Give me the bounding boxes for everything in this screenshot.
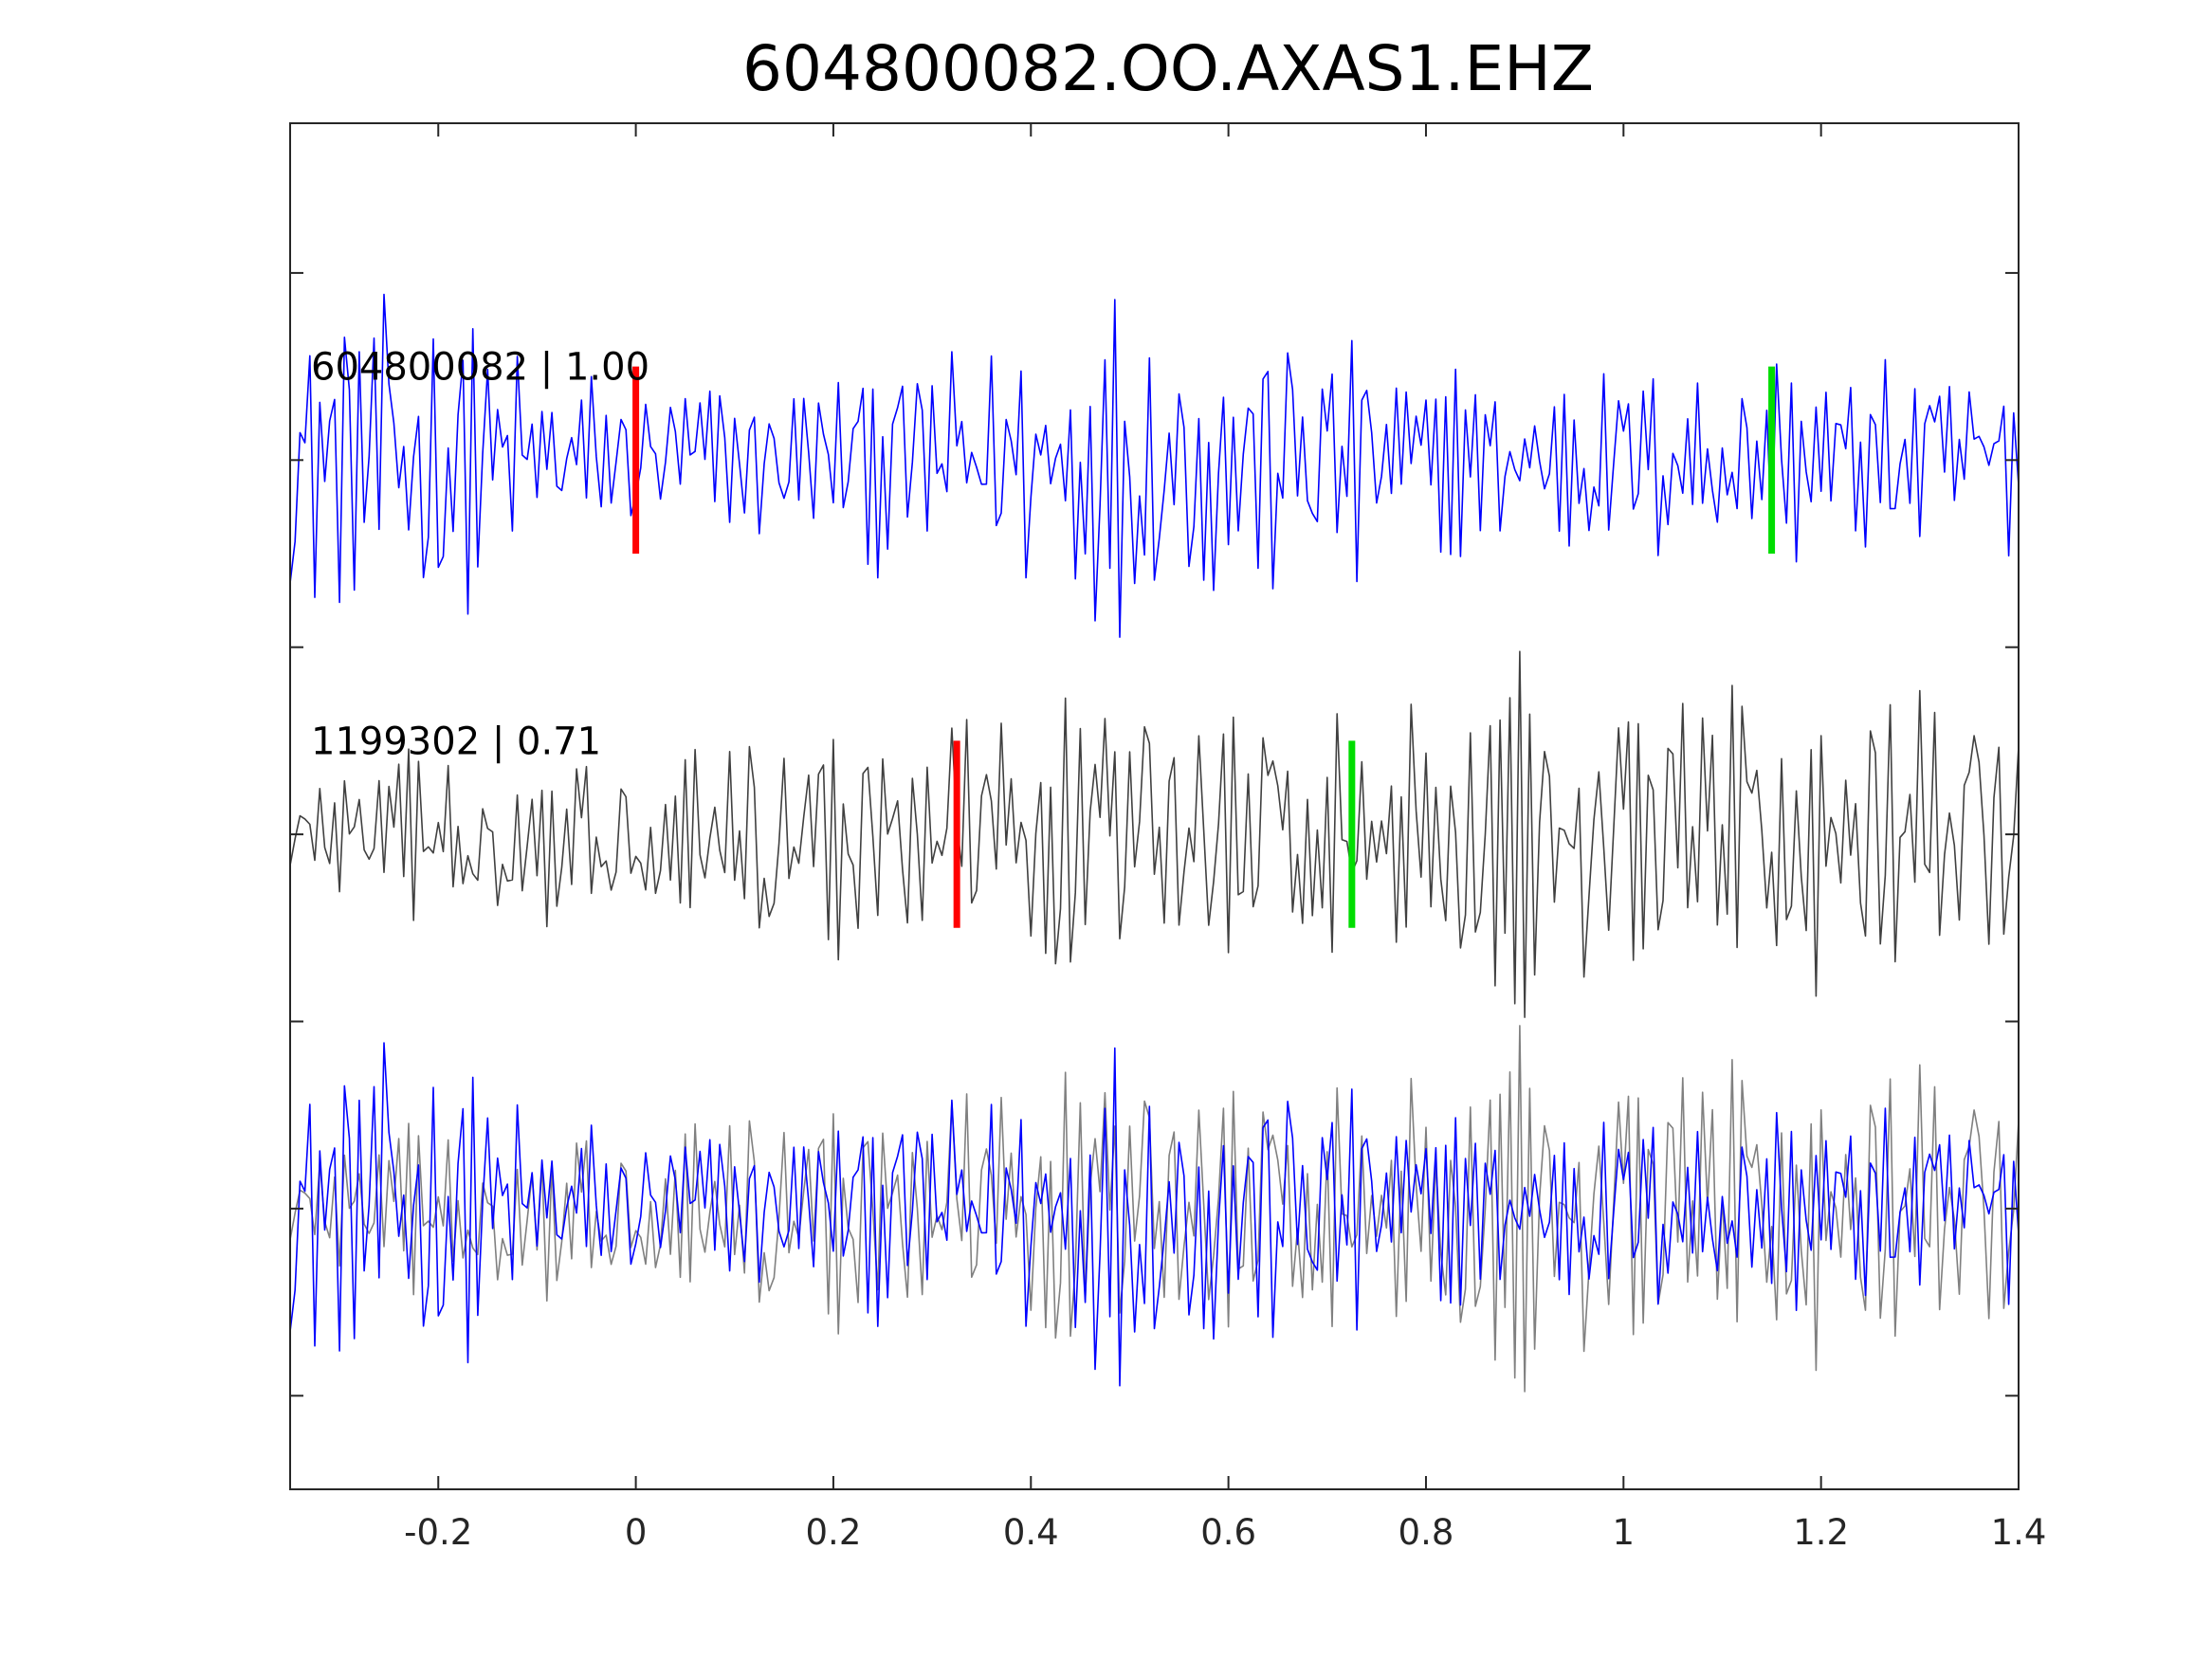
x-tick-label: 0.8: [1398, 1512, 1454, 1553]
trace-1-label: 604800082 | 1.00: [311, 346, 649, 390]
chart-title: 604800082.OO.AXAS1.EHZ: [742, 32, 1594, 105]
x-tick-label: 0: [625, 1512, 648, 1553]
trace-2-waveform: [290, 650, 2019, 1018]
x-tick-label: 0.4: [1003, 1512, 1059, 1553]
overlay-waveform-604800082: [290, 1042, 2019, 1387]
x-tick-label: 0.2: [806, 1512, 862, 1553]
trace-labels: 604800082 | 1.00 1199302 | 0.71: [311, 346, 649, 764]
x-tick-label: 1.4: [1991, 1512, 2047, 1553]
plot-area: [290, 293, 2019, 1393]
x-tick-label: 1: [1613, 1512, 1636, 1553]
x-tick-label: -0.2: [404, 1512, 472, 1553]
trace-2-label: 1199302 | 0.71: [311, 720, 601, 763]
axis-ticks: -0.2 0 0.2 0.4 0.6 0.8 1 1.2 1.4: [290, 123, 2046, 1553]
overlay-waveform-1199302: [290, 1025, 2019, 1393]
x-tick-label: 0.6: [1200, 1512, 1256, 1553]
trace-1-waveform: [290, 293, 2019, 638]
x-tick-label: 1.2: [1793, 1512, 1849, 1553]
axes-frame: [289, 122, 2020, 1490]
